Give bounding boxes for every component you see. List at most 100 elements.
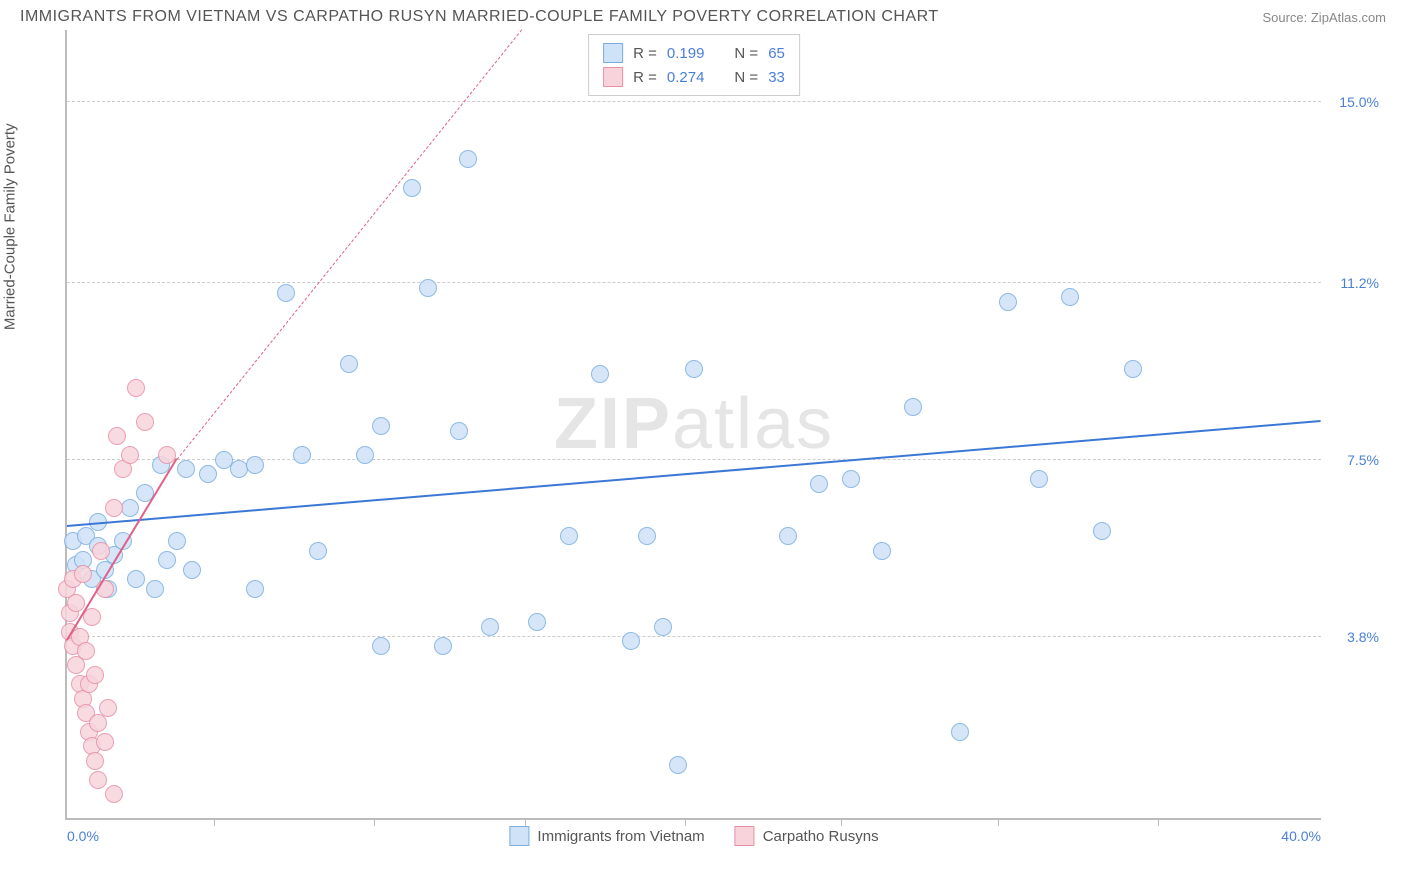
data-point [127, 570, 145, 588]
legend-swatch [735, 826, 755, 846]
data-point [873, 542, 891, 560]
data-point [108, 427, 126, 445]
legend-n-label: N = [734, 69, 758, 86]
data-point [67, 594, 85, 612]
data-point [309, 542, 327, 560]
data-point [481, 618, 499, 636]
legend-swatch [603, 43, 623, 63]
data-point [434, 637, 452, 655]
data-point [951, 723, 969, 741]
data-point [669, 756, 687, 774]
bottom-legend: Immigrants from Vietnam Carpatho Rusyns [509, 826, 878, 846]
bottom-legend-label: Carpatho Rusyns [763, 828, 879, 845]
gridline [67, 636, 1321, 637]
data-point [168, 532, 186, 550]
chart-container: Married-Couple Family Poverty ZIPatlas R… [20, 30, 1386, 820]
gridline [67, 101, 1321, 102]
data-point [177, 460, 195, 478]
y-axis-label: Married-Couple Family Poverty [2, 123, 19, 330]
x-tick [1158, 818, 1159, 826]
data-point [1061, 288, 1079, 306]
data-point [403, 179, 421, 197]
data-point [685, 360, 703, 378]
watermark: ZIPatlas [554, 383, 834, 465]
data-point [92, 542, 110, 560]
plot-area: ZIPatlas R =0.199N =65R =0.274N =33 Immi… [65, 30, 1321, 820]
data-point [654, 618, 672, 636]
legend-swatch [509, 826, 529, 846]
x-tick-label: 40.0% [1281, 828, 1321, 844]
legend-row: R = 0.274 N = 33 [603, 65, 785, 89]
data-point [340, 355, 358, 373]
legend-swatch [603, 67, 623, 87]
data-point [356, 446, 374, 464]
data-point [1124, 360, 1142, 378]
data-point [83, 608, 101, 626]
data-point [146, 580, 164, 598]
legend-row: R =0.199N =65 [603, 41, 785, 65]
x-tick [841, 818, 842, 826]
data-point [277, 284, 295, 302]
data-point [246, 580, 264, 598]
x-tick [525, 818, 526, 826]
data-point [638, 527, 656, 545]
data-point [1030, 470, 1048, 488]
chart-title: IMMIGRANTS FROM VIETNAM VS CARPATHO RUSY… [20, 8, 939, 26]
data-point [904, 398, 922, 416]
legend-n-value: 33 [768, 69, 785, 86]
x-tick [374, 818, 375, 826]
data-point [96, 733, 114, 751]
data-point [528, 613, 546, 631]
data-point [121, 499, 139, 517]
data-point [779, 527, 797, 545]
x-tick-label: 0.0% [67, 828, 99, 844]
data-point [89, 771, 107, 789]
data-point [74, 565, 92, 583]
data-point [591, 365, 609, 383]
data-point [842, 470, 860, 488]
data-point [293, 446, 311, 464]
data-point [999, 293, 1017, 311]
data-point [158, 551, 176, 569]
data-point [372, 637, 390, 655]
legend-box: R = 0.199 N = 65 R = 0.274 N = 33 [588, 34, 800, 96]
legend-r-label: R = [633, 69, 657, 86]
data-point [459, 150, 477, 168]
data-point [372, 417, 390, 435]
data-point [136, 413, 154, 431]
y-tick-label: 11.2% [1340, 275, 1379, 291]
data-point [183, 561, 201, 579]
bottom-legend-label: Immigrants from Vietnam [537, 828, 704, 845]
data-point [86, 752, 104, 770]
legend-n-value: 65 [768, 45, 785, 62]
trend-line [176, 29, 522, 459]
bottom-legend-item: Immigrants from Vietnam [509, 826, 704, 846]
data-point [622, 632, 640, 650]
trend-line [66, 458, 177, 641]
data-point [77, 642, 95, 660]
data-point [127, 379, 145, 397]
data-point [199, 465, 217, 483]
x-tick [214, 818, 215, 826]
data-point [1093, 522, 1111, 540]
chart-header: IMMIGRANTS FROM VIETNAM VS CARPATHO RUSY… [0, 0, 1406, 30]
data-point [105, 785, 123, 803]
chart-source: Source: ZipAtlas.com [1262, 10, 1386, 25]
data-point [810, 475, 828, 493]
legend-r-label: R = [633, 45, 657, 62]
x-tick [998, 818, 999, 826]
data-point [450, 422, 468, 440]
bottom-legend-item: Carpatho Rusyns [735, 826, 879, 846]
legend-r-value: 0.199 [667, 45, 705, 62]
data-point [246, 456, 264, 474]
gridline [67, 282, 1321, 283]
x-tick [685, 818, 686, 826]
y-tick-label: 7.5% [1347, 452, 1379, 468]
data-point [105, 499, 123, 517]
data-point [419, 279, 437, 297]
y-tick-label: 3.8% [1347, 629, 1379, 645]
y-tick-label: 15.0% [1339, 94, 1379, 110]
data-point [121, 446, 139, 464]
data-point [86, 666, 104, 684]
legend-r-value: 0.274 [667, 69, 705, 86]
